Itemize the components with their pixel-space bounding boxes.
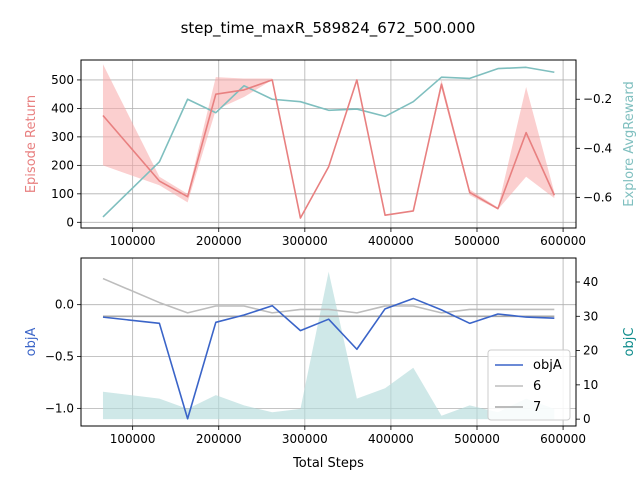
plot-frame (80, 59, 577, 229)
y-left-axis-label: objA (24, 328, 39, 357)
x-tick-label: 500000 (454, 432, 500, 446)
legend: objA 6 7 (487, 349, 571, 421)
legend-box (487, 349, 571, 421)
y-left-tick-label: 200 (51, 158, 74, 172)
x-tick-label: 200000 (196, 234, 242, 248)
legend-label-6: 6 (533, 379, 541, 394)
bottom-panel: 100000 200000 300000 400000 500000 600000 −1.0… (24, 257, 637, 471)
y-left-tick-label: 0.0 (55, 298, 74, 312)
x-tick-label: 300000 (282, 432, 328, 446)
legend-label-objA: objA (533, 358, 562, 373)
y-left-axis-label: Episode Return (24, 95, 39, 193)
series-line-right-axis (102, 66, 555, 218)
x-tick-label: 600000 (540, 234, 586, 248)
x-tick-label: 400000 (368, 432, 414, 446)
y-right-axis-label: Explore AvgReward (622, 81, 637, 206)
y-right-tick-label: 10 (583, 378, 598, 392)
x-tick-label: 100000 (110, 432, 156, 446)
confidence-band (102, 64, 555, 219)
x-tick-label: 300000 (282, 234, 328, 248)
x-tick-label: 200000 (196, 432, 242, 446)
x-tick-label: 100000 (110, 234, 156, 248)
objC-area (102, 271, 555, 420)
x-tick-label: 600000 (540, 432, 586, 446)
y-right-tick-label: 20 (583, 344, 598, 358)
plot-frame (80, 257, 577, 427)
y-left-tick-label: 400 (51, 101, 74, 115)
series-line-6 (102, 277, 555, 314)
y-left-tick-label: −1.0 (45, 401, 74, 415)
top-panel: 100000 200000 300000 400000 500000 600000 0 100… (24, 59, 637, 248)
y-right-tick-label: 0 (583, 412, 591, 426)
series-line-objA (102, 297, 555, 420)
y-left-tick-label: 300 (51, 130, 74, 144)
y-left-tick-label: −0.5 (45, 350, 74, 364)
y-left-tick-label: 0 (66, 215, 74, 229)
series-line-left-axis (102, 79, 556, 219)
x-tick-label: 400000 (368, 234, 414, 248)
y-right-tick-label: 40 (583, 275, 598, 289)
y-right-tick-label: −0.2 (583, 92, 612, 106)
y-left-tick-label: 100 (51, 187, 74, 201)
y-right-tick-label: −0.4 (583, 141, 612, 155)
y-right-axis-label: objC (622, 328, 637, 357)
y-left-tick-label: 500 (51, 73, 74, 87)
x-axis-label: Total Steps (292, 456, 364, 471)
figure-title: step_time_maxR_589824_672_500.000 (181, 19, 476, 38)
y-right-tick-label: −0.6 (583, 190, 612, 204)
legend-label-7: 7 (533, 400, 541, 415)
y-right-tick-label: 30 (583, 309, 598, 323)
x-tick-label: 500000 (454, 234, 500, 248)
